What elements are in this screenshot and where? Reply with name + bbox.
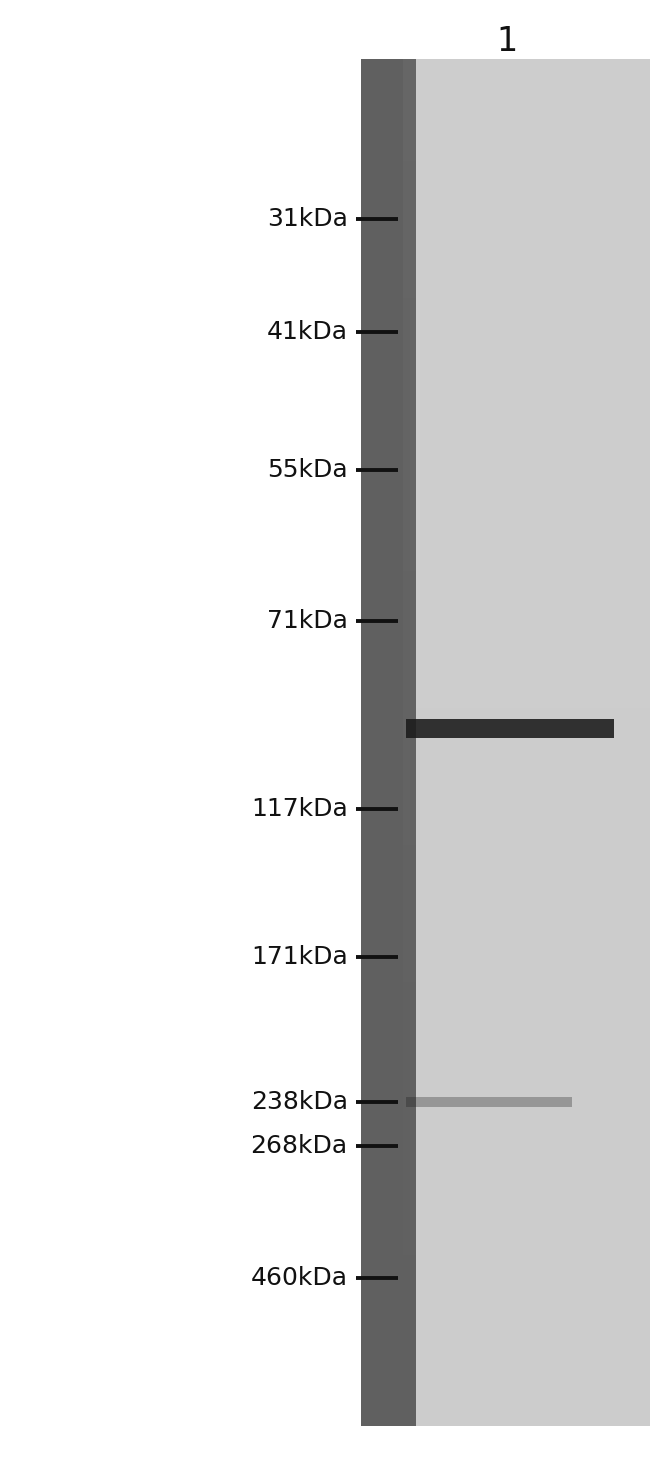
Bar	[403, 845, 650, 879]
Bar	[403, 1152, 650, 1186]
Text: 41kDa: 41kDa	[266, 320, 348, 344]
Bar	[403, 469, 650, 503]
Text: 117kDa: 117kDa	[251, 797, 348, 822]
Bar	[406, 719, 614, 738]
Bar	[403, 503, 650, 538]
Bar	[403, 59, 650, 1426]
Bar	[403, 913, 650, 948]
Bar	[403, 776, 650, 811]
Text: 55kDa: 55kDa	[267, 459, 348, 482]
Bar	[403, 1323, 650, 1358]
Bar	[403, 1085, 650, 1119]
Bar	[403, 639, 650, 673]
Bar	[403, 1392, 650, 1426]
Bar	[403, 196, 650, 229]
Bar	[403, 606, 650, 639]
Bar	[0, 59, 361, 1426]
Bar	[403, 948, 650, 982]
Bar	[403, 229, 650, 265]
Bar	[403, 435, 650, 469]
Bar	[403, 400, 650, 435]
Bar	[403, 59, 650, 93]
Bar	[403, 538, 650, 572]
Bar	[403, 1220, 650, 1255]
Bar	[403, 709, 650, 742]
Text: 238kDa: 238kDa	[251, 1089, 348, 1114]
Bar	[403, 265, 650, 298]
Text: 171kDa: 171kDa	[251, 945, 348, 969]
Bar	[403, 366, 650, 401]
Bar	[403, 673, 650, 709]
Text: 1: 1	[497, 25, 517, 57]
Text: 460kDa: 460kDa	[251, 1266, 348, 1291]
Bar	[403, 982, 650, 1016]
Bar	[403, 1289, 650, 1323]
Bar	[403, 93, 650, 128]
Bar	[403, 1255, 650, 1289]
Bar	[403, 298, 650, 332]
Text: 268kDa: 268kDa	[251, 1133, 348, 1158]
Bar	[403, 162, 650, 196]
Bar	[403, 811, 650, 845]
Bar	[403, 128, 650, 162]
Bar	[403, 879, 650, 913]
Bar	[403, 742, 650, 776]
Bar	[403, 1016, 650, 1050]
Bar	[403, 332, 650, 366]
Bar	[403, 572, 650, 606]
Bar	[361, 59, 416, 1426]
Text: 71kDa: 71kDa	[267, 609, 348, 632]
Bar	[403, 1358, 650, 1392]
Bar	[403, 1186, 650, 1220]
Bar	[403, 1050, 650, 1085]
Bar	[403, 1119, 650, 1152]
Text: 31kDa: 31kDa	[267, 207, 348, 231]
Bar	[406, 1097, 572, 1107]
